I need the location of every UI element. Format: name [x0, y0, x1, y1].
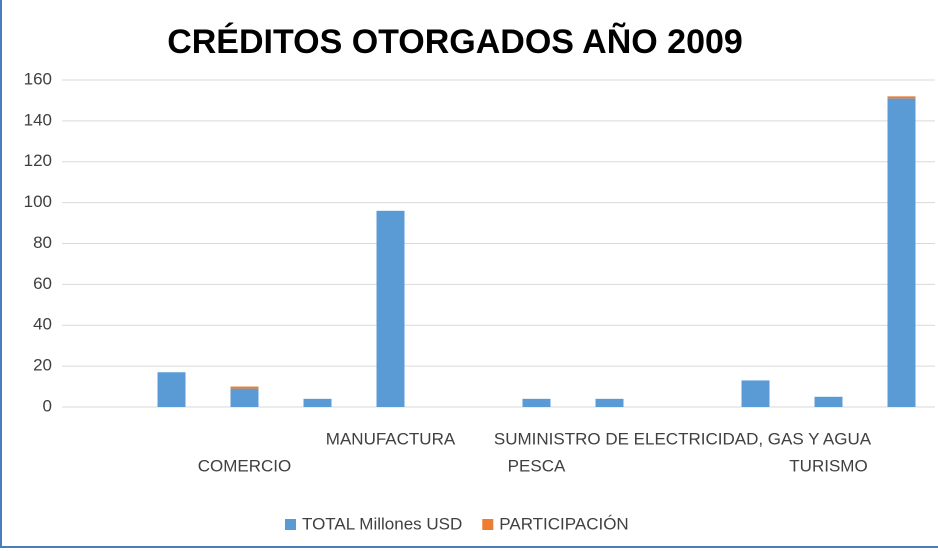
bar [814, 396, 843, 407]
y-tick-label: 40 [33, 315, 52, 334]
legend-label: PARTICIPACIÓN [499, 514, 628, 533]
bar [595, 398, 624, 407]
y-tick-label: 160 [24, 69, 52, 88]
x-tick-label: SUMINISTRO DE ELECTRICIDAD, GAS Y AGUA [494, 429, 872, 448]
bar [230, 388, 259, 407]
legend-swatch [285, 519, 296, 530]
x-tick-label: COMERCIO [198, 456, 292, 475]
x-tick-label: PESCA [508, 456, 566, 475]
bar [376, 210, 405, 407]
bar [887, 98, 916, 408]
bar [303, 398, 332, 407]
bar [522, 398, 551, 407]
y-tick-label: 140 [24, 110, 52, 129]
bar [157, 372, 186, 407]
bar [741, 380, 770, 407]
legend-label: TOTAL Millones USD [302, 514, 462, 533]
y-tick-label: 80 [33, 233, 52, 252]
y-tick-label: 100 [24, 192, 52, 211]
chart-title: CRÉDITOS OTORGADOS AÑO 2009 [167, 23, 743, 61]
y-tick-label: 20 [33, 356, 52, 375]
x-tick-label: MANUFACTURA [326, 429, 456, 448]
x-tick-label: TURISMO [789, 456, 867, 475]
bar [887, 96, 916, 99]
bar [230, 386, 259, 389]
y-tick-label: 60 [33, 274, 52, 293]
y-tick-label: 120 [24, 151, 52, 170]
legend-swatch [482, 519, 494, 530]
y-tick-label: 0 [43, 396, 52, 415]
